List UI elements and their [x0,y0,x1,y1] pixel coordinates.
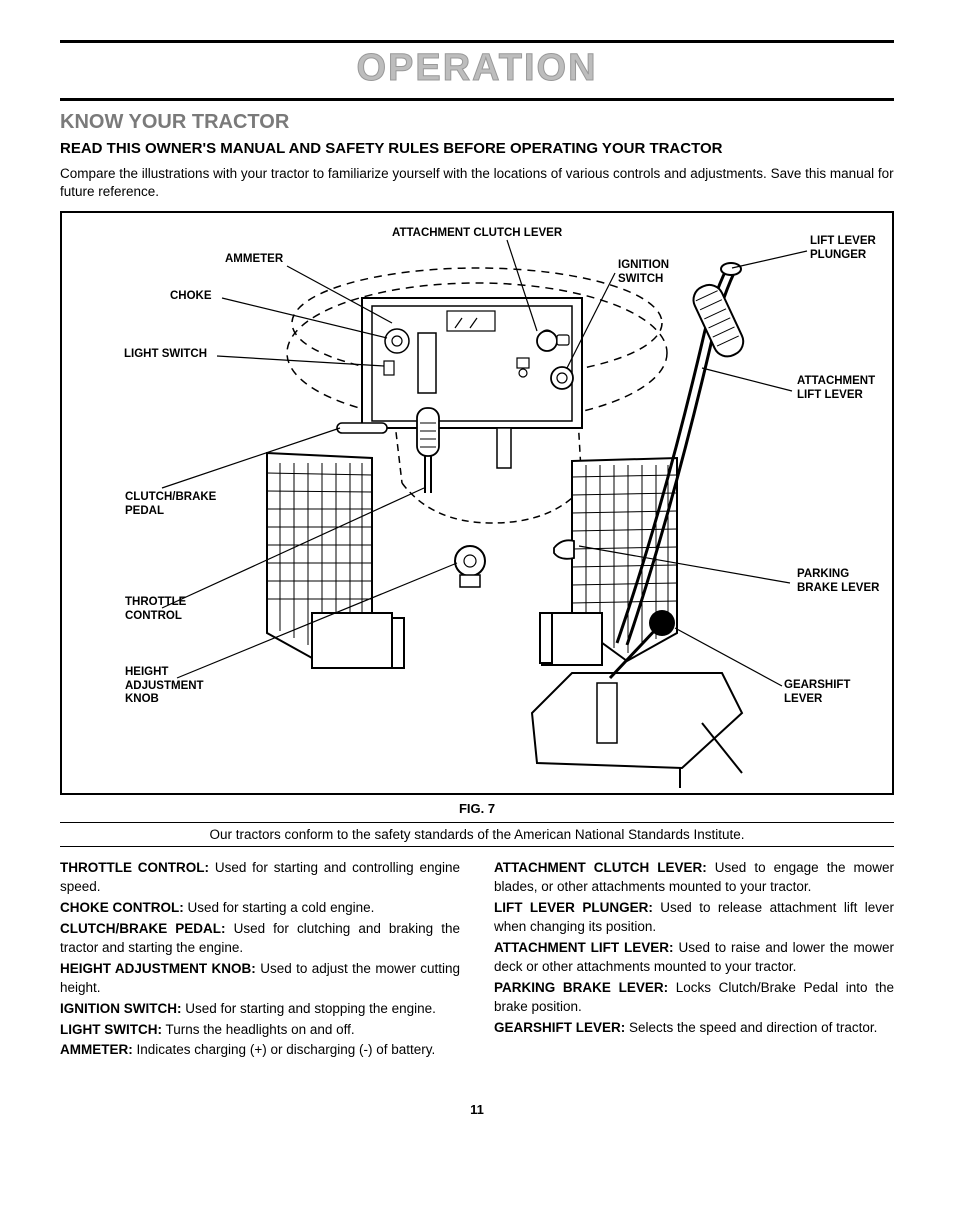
label-line: KNOB [125,693,159,705]
definition-desc: Turns the headlights on and off. [162,1022,355,1037]
definition-term: IGNITION SWITCH: [60,1001,182,1016]
tractor-diagram: ATTACHMENT CLUTCH LEVER LIFT LEVER PLUNG… [60,211,894,795]
definition-item: THROTTLE CONTROL: Used for starting and … [60,859,460,897]
definition-item: LIGHT SWITCH: Turns the headlights on an… [60,1021,460,1040]
definition-term: THROTTLE CONTROL: [60,860,209,875]
label-attachment-clutch-lever: ATTACHMENT CLUTCH LEVER [392,227,562,240]
title-rule [60,98,894,101]
label-line: CONTROL [125,610,182,622]
label-parking-brake-lever: PARKING BRAKE LEVER [797,568,879,594]
label-attachment-lift-lever: ATTACHMENT LIFT LEVER [797,375,875,401]
label-line: PARKING [797,568,849,580]
definition-item: GEARSHIFT LEVER: Selects the speed and d… [494,1019,894,1038]
label-clutch-brake-pedal: CLUTCH/BRAKE PEDAL [125,491,216,517]
label-line: LEVER [784,693,822,705]
definition-item: PARKING BRAKE LEVER: Locks Clutch/Brake … [494,979,894,1017]
label-ignition-switch: IGNITION SWITCH [618,259,669,285]
section-title: KNOW YOUR TRACTOR [60,111,894,134]
definitions-columns: THROTTLE CONTROL: Used for starting and … [60,859,894,1062]
label-line: GEARSHIFT [784,679,850,691]
page-title: OPERATION [60,47,894,90]
definition-desc: Used for starting and stopping the engin… [182,1001,436,1016]
definition-term: ATTACHMENT LIFT LEVER: [494,940,674,955]
sub-title: READ THIS OWNER'S MANUAL AND SAFETY RULE… [60,140,894,157]
label-line: SWITCH [618,273,663,285]
definitions-right-column: ATTACHMENT CLUTCH LEVER: Used to engage … [494,859,894,1062]
conformance-note: Our tractors conform to the safety stand… [60,822,894,847]
definition-term: CLUTCH/BRAKE PEDAL: [60,921,226,936]
definition-desc: Used for starting a cold engine. [184,900,375,915]
label-line: THROTTLE [125,596,186,608]
label-line: HEIGHT [125,666,168,678]
top-rule [60,40,894,43]
label-height-adjustment-knob: HEIGHT ADJUSTMENT KNOB [125,666,204,706]
label-line: BRAKE LEVER [797,582,879,594]
label-line: PEDAL [125,505,164,517]
definition-term: PARKING BRAKE LEVER: [494,980,668,995]
label-line: ADJUSTMENT [125,680,204,692]
definition-term: HEIGHT ADJUSTMENT KNOB: [60,961,256,976]
label-line: ATTACHMENT [797,375,875,387]
label-line: PLUNGER [810,249,866,261]
definition-desc: Selects the speed and direction of tract… [625,1020,877,1035]
definition-desc: Indicates charging (+) or discharging (-… [133,1042,436,1057]
definition-term: LIGHT SWITCH: [60,1022,162,1037]
definition-term: ATTACHMENT CLUTCH LEVER: [494,860,707,875]
label-line: IGNITION [618,259,669,271]
label-lift-lever-plunger: LIFT LEVER PLUNGER [810,235,876,261]
definition-term: AMMETER: [60,1042,133,1057]
label-line: LIFT LEVER [797,389,863,401]
definitions-left-column: THROTTLE CONTROL: Used for starting and … [60,859,460,1062]
definition-item: ATTACHMENT LIFT LEVER: Used to raise and… [494,939,894,977]
definition-item: ATTACHMENT CLUTCH LEVER: Used to engage … [494,859,894,897]
figure-caption: FIG. 7 [60,801,894,816]
definition-term: CHOKE CONTROL: [60,900,184,915]
page-number: 11 [60,1102,894,1117]
definition-item: CHOKE CONTROL: Used for starting a cold … [60,899,460,918]
label-line: LIFT LEVER [810,235,876,247]
label-light-switch: LIGHT SWITCH [124,348,207,361]
label-choke: CHOKE [170,290,212,303]
definition-item: CLUTCH/BRAKE PEDAL: Used for clutching a… [60,920,460,958]
definition-item: IGNITION SWITCH: Used for starting and s… [60,1000,460,1019]
label-line: CLUTCH/BRAKE [125,491,216,503]
definition-item: LIFT LEVER PLUNGER: Used to release atta… [494,899,894,937]
definition-item: HEIGHT ADJUSTMENT KNOB: Used to adjust t… [60,960,460,998]
intro-text: Compare the illustrations with your trac… [60,165,894,201]
label-ammeter: AMMETER [225,253,283,266]
label-throttle-control: THROTTLE CONTROL [125,596,186,622]
definition-term: LIFT LEVER PLUNGER: [494,900,653,915]
label-gearshift-lever: GEARSHIFT LEVER [784,679,850,705]
definition-item: AMMETER: Indicates charging (+) or disch… [60,1041,460,1060]
definition-term: GEARSHIFT LEVER: [494,1020,625,1035]
